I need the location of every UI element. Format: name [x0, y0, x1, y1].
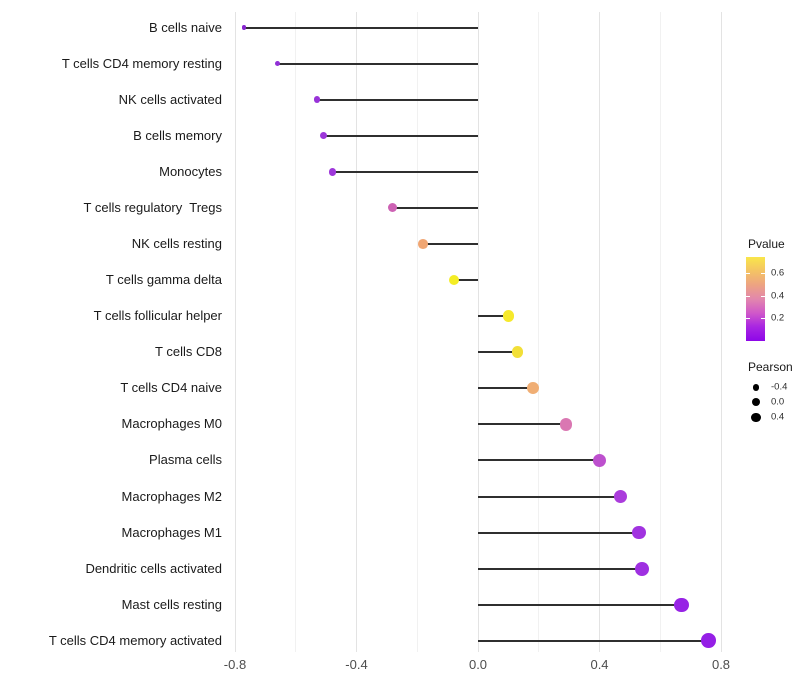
row-label: T cells regulatory Tregs	[83, 199, 222, 215]
data-point	[559, 418, 573, 431]
stem-line	[244, 26, 478, 29]
row-label: Monocytes	[159, 163, 222, 179]
row-label: Plasma cells	[149, 452, 222, 468]
row-label: T cells CD8	[155, 344, 222, 360]
row-label: T cells follicular helper	[93, 308, 222, 324]
stem-line	[478, 387, 533, 390]
stem-line	[478, 315, 509, 318]
gridline-minor	[538, 12, 540, 652]
row-label: Macrophages M2	[121, 488, 222, 504]
pvalue-colorbar-tick-mark	[761, 272, 765, 274]
x-axis-tick-label: 0.4	[590, 657, 609, 672]
pearson-size-legend-label: 0.0	[771, 396, 785, 408]
row-label: T cells gamma delta	[105, 272, 222, 288]
stem-line	[478, 531, 639, 534]
pvalue-colorbar-tick-label: 0.2	[771, 312, 785, 324]
row-label: T cells CD4 naive	[120, 380, 222, 396]
data-point	[635, 561, 649, 576]
stem-line	[478, 639, 709, 642]
row-label: NK cells activated	[118, 91, 222, 107]
x-axis-tick-label: 0.0	[468, 657, 488, 672]
pvalue-colorbar-tick-mark	[746, 318, 750, 320]
data-point	[632, 525, 646, 540]
data-point	[328, 168, 336, 176]
row-label: Macrophages M0	[121, 416, 222, 432]
stem-line	[478, 567, 643, 570]
gridline-minor	[416, 12, 418, 652]
stem-line	[453, 279, 478, 282]
stem-line	[277, 62, 478, 65]
data-point	[526, 382, 539, 395]
row-label: B cells memory	[133, 127, 222, 143]
gridline-major	[234, 12, 236, 652]
pearson-size-legend-dot	[752, 384, 760, 391]
gridline-major	[599, 12, 600, 652]
data-point	[674, 597, 689, 612]
row-label: B cells naive	[149, 19, 222, 35]
data-point	[242, 25, 247, 30]
row-label: T cells CD4 memory resting	[61, 55, 222, 71]
data-point	[448, 274, 459, 286]
pearson-size-legend-label: 0.4	[771, 411, 785, 423]
x-axis-tick-label: 0.8	[711, 657, 731, 672]
data-point	[614, 489, 628, 504]
row-label: Macrophages M1	[121, 524, 222, 540]
pvalue-colorbar	[746, 257, 765, 341]
pvalue-colorbar-tick-mark	[746, 272, 750, 274]
gridline-minor	[295, 12, 297, 652]
pearson-legend-title: Pearson	[748, 360, 793, 374]
row-label: Mast cells resting	[121, 596, 222, 612]
data-point	[592, 453, 607, 467]
gridline-major	[477, 12, 479, 652]
stem-line	[332, 170, 478, 173]
x-axis-tick-label: -0.4	[345, 657, 368, 672]
gridline-minor	[659, 12, 661, 652]
pearson-size-legend-label: -0.4	[771, 381, 788, 393]
data-point	[388, 203, 398, 213]
data-point	[274, 60, 281, 67]
pvalue-colorbar-tick-mark	[761, 295, 765, 297]
pvalue-colorbar-tick-label: 0.6	[771, 267, 785, 279]
data-point	[319, 132, 327, 140]
stem-line	[478, 351, 518, 354]
stem-line	[392, 206, 478, 209]
stem-line	[323, 134, 478, 137]
gridline-major	[720, 12, 722, 652]
pvalue-colorbar-tick-label: 0.4	[771, 290, 785, 302]
stem-line	[478, 459, 600, 462]
x-axis-tick-label: -0.8	[223, 657, 247, 672]
data-point	[502, 310, 515, 322]
pvalue-colorbar-tick-mark	[746, 295, 750, 297]
stem-line	[423, 242, 478, 245]
stem-line	[478, 423, 567, 426]
stem-line	[317, 98, 478, 101]
stem-line	[478, 603, 682, 606]
data-point	[418, 239, 429, 249]
stem-line	[478, 495, 621, 498]
data-point	[511, 346, 524, 359]
pvalue-legend-title: Pvalue	[748, 237, 785, 251]
pvalue-colorbar-tick-mark	[761, 318, 765, 320]
row-label: NK cells resting	[131, 235, 222, 251]
pearson-size-legend-dot	[751, 412, 761, 422]
data-point	[701, 633, 717, 649]
data-point	[313, 96, 321, 104]
gridline-major	[356, 12, 357, 652]
row-label: Dendritic cells activated	[85, 560, 222, 576]
pearson-size-legend-dot	[752, 398, 760, 407]
row-label: T cells CD4 memory activated	[48, 632, 222, 648]
